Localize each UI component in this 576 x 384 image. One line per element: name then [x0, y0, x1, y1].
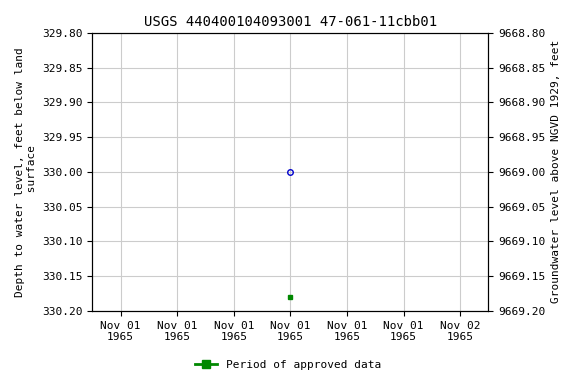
Y-axis label: Groundwater level above NGVD 1929, feet: Groundwater level above NGVD 1929, feet	[551, 40, 561, 303]
Legend: Period of approved data: Period of approved data	[191, 356, 385, 375]
Y-axis label: Depth to water level, feet below land
 surface: Depth to water level, feet below land su…	[15, 47, 37, 297]
Title: USGS 440400104093001 47-061-11cbb01: USGS 440400104093001 47-061-11cbb01	[144, 15, 437, 29]
